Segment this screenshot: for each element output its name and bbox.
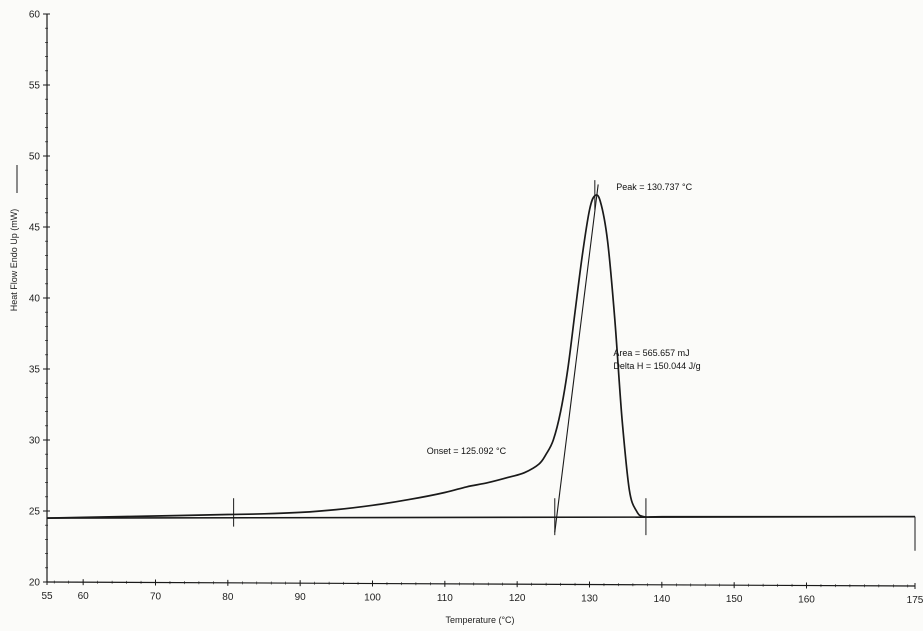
x-tick-label: 80	[222, 592, 234, 603]
annotation-text: Delta H = 150.044 J/g	[613, 361, 700, 371]
annotations: Peak = 130.737 °C Area = 565.657 mJ Delta …	[427, 182, 701, 456]
x-tick-label: 130	[581, 594, 598, 605]
y-tick-label: 40	[29, 294, 41, 305]
x-tick-label: 110	[437, 593, 453, 604]
y-tick-label: 30	[29, 436, 41, 447]
x-tick-label: 120	[509, 593, 526, 604]
x-tick-label: 90	[295, 592, 307, 603]
y-tick-label: 25	[29, 507, 41, 518]
y-tick-label: 35	[29, 365, 41, 376]
x-tick-label: 160	[798, 595, 815, 606]
x-axis-line	[46, 581, 916, 587]
axes	[46, 14, 916, 587]
annotation-text: Peak = 130.737 °C	[616, 182, 692, 192]
onset-tangent	[554, 184, 599, 533]
x-tick-label: 60	[78, 591, 90, 602]
y-tick-label: 60	[29, 10, 41, 21]
y-tick-label: 45	[29, 223, 41, 234]
y-axis-label: Heat Flow Endo Up (mW)	[9, 209, 19, 312]
plot-area	[46, 180, 916, 551]
x-tick-label: 100	[364, 593, 381, 604]
x-axis-label: Temperature (°C)	[445, 615, 514, 625]
y-tick-label: 20	[29, 578, 41, 589]
y-tick-label: 50	[29, 152, 41, 163]
y-tick-label: 55	[29, 81, 41, 92]
ticks: 20 25 30 35 40 45 50 55 60 55 60 70 80 90 100 110 120 130…	[29, 10, 923, 607]
heat-flow-curve	[46, 194, 915, 519]
annotation-text: Onset = 125.092 °C	[427, 446, 507, 456]
x-tick-label: 150	[726, 594, 743, 605]
x-tick-label: 140	[653, 594, 670, 605]
x-tick-label: 175	[907, 595, 923, 606]
x-tick-label: 70	[150, 592, 162, 603]
x-tick-label: 55	[41, 591, 53, 602]
annotation-text: Area = 565.657 mJ	[613, 348, 689, 358]
